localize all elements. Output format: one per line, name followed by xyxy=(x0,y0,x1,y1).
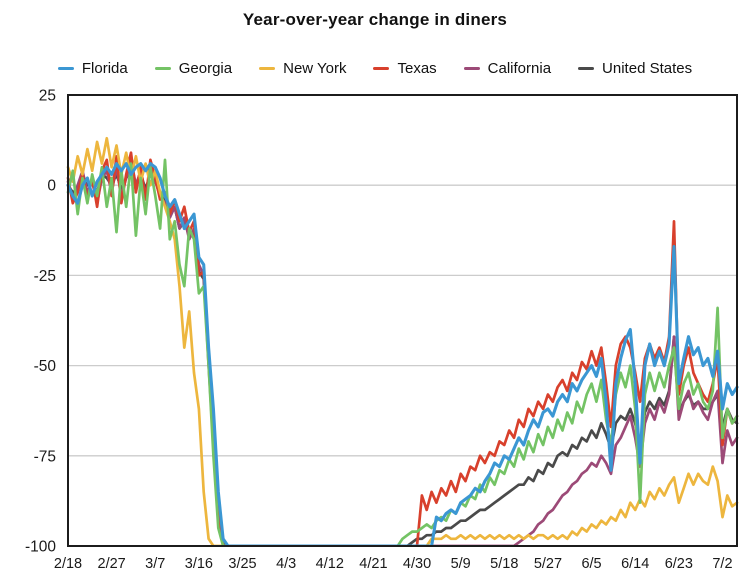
legend-swatch xyxy=(578,66,595,71)
legend-label: New York xyxy=(283,60,347,77)
x-tick-label: 5/9 xyxy=(451,556,471,572)
legend-label: California xyxy=(487,60,552,77)
plot-border xyxy=(67,94,738,547)
x-tick-label: 4/3 xyxy=(276,556,296,572)
legend-swatch xyxy=(463,66,480,71)
x-tick-label: 6/23 xyxy=(665,556,693,572)
legend-label: United States xyxy=(602,60,693,77)
legend-item-texas: Texas xyxy=(373,60,437,77)
legend-label: Georgia xyxy=(178,60,233,77)
y-tick-label: 0 xyxy=(47,178,56,195)
chart-title: Year-over-year change in diners xyxy=(242,10,508,29)
legend-swatch xyxy=(154,66,171,71)
x-tick-label: 4/12 xyxy=(316,556,344,572)
legend-item-united-states: United States xyxy=(578,60,692,77)
legend-item-florida: Florida xyxy=(57,60,128,77)
x-tick-label: 3/7 xyxy=(145,556,165,572)
legend-swatch xyxy=(259,66,276,71)
x-tick-label: 2/27 xyxy=(98,556,126,572)
y-tick-label: -100 xyxy=(25,539,56,556)
legend-label: Florida xyxy=(81,60,128,77)
x-tick-label: 3/16 xyxy=(185,556,213,572)
x-tick-label: 6/5 xyxy=(581,556,601,572)
y-tick-label: 25 xyxy=(39,88,56,105)
legend-item-georgia: Georgia xyxy=(154,60,233,77)
legend-item-new-york: New York xyxy=(259,60,346,77)
series-line-georgia xyxy=(66,158,739,547)
y-tick-label: -50 xyxy=(34,358,57,375)
legend-swatch xyxy=(373,66,390,71)
x-tick-label: 5/27 xyxy=(534,556,562,572)
legend-label: Texas xyxy=(397,60,437,77)
legend-item-california: California xyxy=(463,60,552,77)
x-tick-label: 5/18 xyxy=(490,556,518,572)
y-tick-label: -25 xyxy=(34,268,56,285)
x-tick-label: 7/2 xyxy=(712,556,732,572)
x-tick-label: 3/25 xyxy=(228,556,256,572)
chart-legend: Florida Georgia New York Texas California Uni… xyxy=(0,60,750,77)
x-tick-label: 2/18 xyxy=(54,556,82,572)
x-tick-label: 4/21 xyxy=(359,556,387,572)
x-tick-label: 6/14 xyxy=(621,556,649,572)
y-tick-label: -75 xyxy=(34,448,56,465)
legend-swatch xyxy=(57,66,74,71)
x-tick-label: 4/30 xyxy=(403,556,431,572)
